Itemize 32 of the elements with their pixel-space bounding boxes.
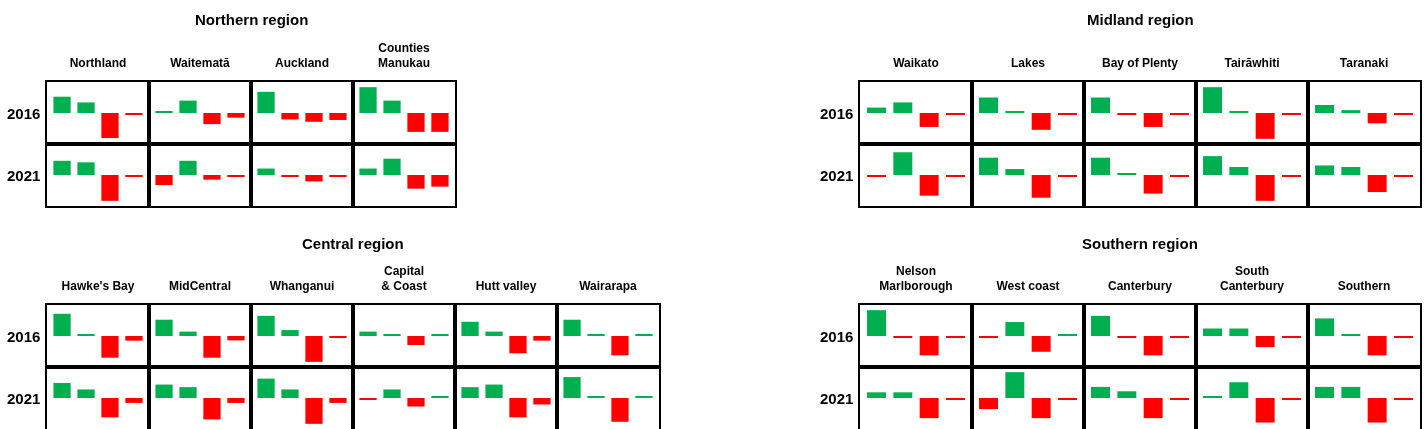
chart-title: Midland region <box>1087 11 1194 28</box>
x-tick-label: Capital & Coast <box>381 263 427 294</box>
x-tick-label: Northland <box>69 56 127 71</box>
x-tick-label: Lakes <box>1010 56 1046 71</box>
x-tick-label: Canterbury <box>1107 279 1173 294</box>
y-axis-title: 2016 <box>820 328 854 345</box>
x-tick-label: Hutt valley <box>475 279 537 294</box>
x-tick-label: Bay of Plenty <box>1101 56 1179 71</box>
y-axis-title: 2016 <box>7 328 41 345</box>
y-axis-title: 2016 <box>820 105 854 122</box>
x-tick-label: Hawke's Bay <box>61 279 135 294</box>
x-tick-label: Nelson Marlborough <box>879 263 953 294</box>
x-tick-label: Wairarapa <box>579 279 638 294</box>
x-tick-label: MidCentral <box>168 279 232 294</box>
x-tick-label: Auckland <box>274 56 330 71</box>
y-axis-title: 2021 <box>7 167 41 184</box>
y-axis-title: 2021 <box>820 390 854 407</box>
x-tick-label: Tairāwhiti <box>1224 56 1280 71</box>
y-axis-title: 2021 <box>820 167 854 184</box>
x-tick-label: West coast <box>996 279 1060 294</box>
x-tick-label: Taranaki <box>1339 56 1389 71</box>
chart-title: Northern region <box>195 11 309 28</box>
x-tick-label: Waitematā <box>170 56 231 71</box>
chart-title: Southern region <box>1082 235 1198 252</box>
chart-title: Central region <box>302 235 404 252</box>
x-tick-label: Waikato <box>893 56 939 71</box>
y-axis-title: 2016 <box>7 105 41 122</box>
x-tick-label: South Canterbury <box>1219 263 1285 294</box>
x-tick-label: Southern <box>1337 279 1391 294</box>
x-tick-label: Counties Manukau <box>377 40 431 71</box>
x-tick-label: Whanganui <box>269 279 335 294</box>
y-axis-title: 2021 <box>7 390 41 407</box>
